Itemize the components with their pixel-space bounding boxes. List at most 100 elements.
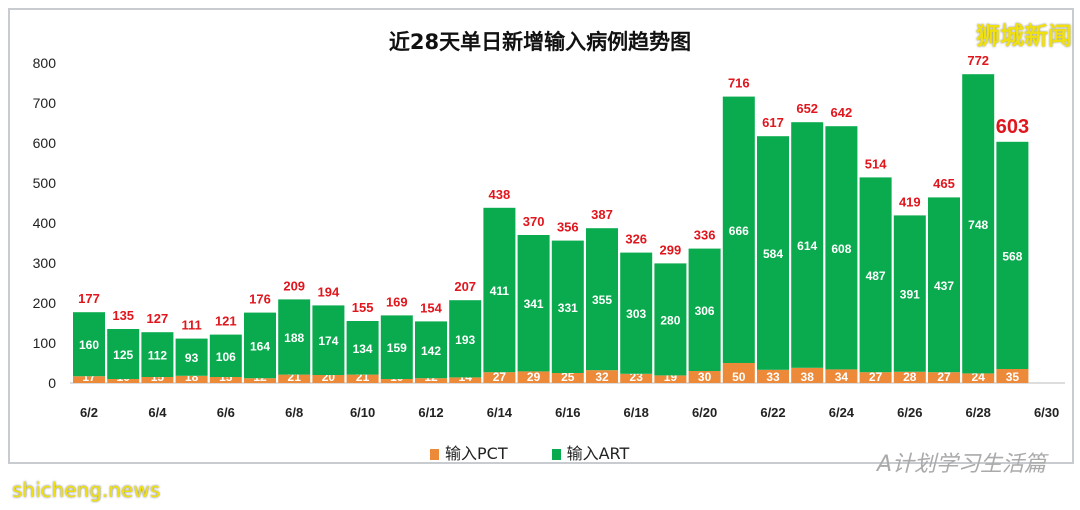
data-label-pct: 33 (766, 370, 780, 384)
data-label-art: 142 (421, 344, 441, 358)
x-tick-label: 6/8 (285, 405, 303, 420)
data-label-pct: 24 (972, 370, 986, 384)
data-label-pct: 27 (493, 370, 507, 384)
legend-swatch-pct (430, 449, 439, 460)
bar-pct (654, 375, 687, 383)
x-tick-label: 6/28 (966, 405, 991, 420)
legend-pct: 输入PCT (430, 440, 508, 464)
bar-art (962, 74, 995, 374)
data-label-pct: 38 (801, 370, 815, 384)
bar-pct (996, 369, 1029, 383)
total-label: 194 (318, 284, 340, 299)
data-label-pct: 32 (595, 370, 609, 384)
data-label-pct: 30 (698, 370, 712, 384)
x-tick-label: 6/10 (350, 405, 375, 420)
bar-art (312, 305, 345, 375)
y-tick-label: 500 (33, 175, 57, 191)
bar-pct (791, 367, 824, 383)
y-tick-label: 400 (33, 215, 57, 231)
total-label: 169 (386, 294, 408, 309)
x-tick-label: 6/18 (624, 405, 649, 420)
x-tick-label: 6/22 (760, 405, 785, 420)
total-label: 135 (112, 308, 134, 323)
bar-pct (380, 379, 413, 383)
total-label: 154 (420, 300, 442, 315)
data-label-art: 164 (250, 339, 270, 353)
legend-label-pct: 输入PCT (445, 444, 508, 463)
total-label: 299 (660, 242, 682, 257)
y-tick-label: 600 (33, 135, 57, 151)
total-label: 603 (996, 116, 1029, 138)
total-label: 176 (249, 292, 271, 307)
watermark-site: shicheng.news (12, 478, 161, 502)
bar-pct (551, 373, 584, 383)
bar-pct (449, 377, 482, 383)
total-label: 419 (899, 194, 921, 209)
x-tick-label: 6/6 (217, 405, 235, 420)
data-label-art: 159 (387, 341, 407, 355)
bar-art (346, 321, 379, 375)
data-label-art: 193 (455, 333, 475, 347)
data-label-art: 280 (660, 313, 680, 327)
total-label: 652 (796, 101, 818, 116)
x-tick-label: 6/20 (692, 405, 717, 420)
total-label: 209 (283, 278, 305, 293)
chart-plot: 0100200300400500600700800171601776/21012… (33, 53, 1065, 420)
bar-art (757, 136, 789, 370)
total-label: 326 (625, 232, 647, 247)
total-label: 772 (967, 53, 989, 68)
total-label: 617 (762, 115, 784, 130)
bar-art (791, 122, 824, 368)
total-label: 370 (523, 214, 545, 229)
x-tick-label: 6/30 (1034, 405, 1059, 420)
x-tick-label: 6/24 (829, 405, 855, 420)
bar-pct (962, 373, 995, 383)
data-label-art: 341 (524, 297, 544, 311)
bar-art (859, 177, 892, 373)
bar-art (449, 300, 482, 378)
bar-pct (859, 372, 892, 383)
bar-art (825, 126, 858, 370)
bar-pct (73, 376, 105, 383)
y-tick-label: 200 (33, 295, 57, 311)
data-label-pct: 25 (561, 370, 575, 384)
bar-art (175, 338, 208, 376)
bar-pct (483, 372, 516, 383)
watermark-logo: 狮城新闻 (976, 22, 1072, 50)
bar-art (893, 215, 926, 372)
data-label-art: 188 (284, 331, 304, 345)
x-tick-label: 6/16 (555, 405, 580, 420)
legend-label-art: 输入ART (566, 444, 630, 463)
data-label-art: 748 (968, 218, 988, 232)
bar-art (688, 248, 721, 371)
data-label-art: 303 (626, 307, 646, 321)
total-label: 514 (865, 156, 887, 171)
legend-swatch-art (551, 449, 561, 460)
bar-pct (278, 374, 311, 383)
y-tick-label: 800 (33, 55, 57, 71)
data-label-art: 391 (900, 288, 920, 302)
watermark-account: A计划学习生活篇 (876, 452, 1046, 477)
bar-art (517, 235, 550, 372)
bar-pct (346, 374, 379, 383)
bar-art (141, 332, 174, 377)
data-label-art: 584 (763, 247, 783, 261)
bar-pct (209, 377, 242, 383)
data-label-art: 112 (148, 349, 168, 363)
data-label-pct: 27 (937, 370, 951, 384)
bar-art (722, 96, 755, 363)
bar-pct (928, 372, 960, 383)
bar-art (415, 321, 447, 379)
total-label: 207 (454, 279, 476, 294)
data-label-art: 134 (353, 342, 373, 356)
data-label-art: 411 (490, 284, 510, 298)
bar-art (586, 228, 618, 371)
data-label-pct: 50 (732, 370, 746, 384)
data-label-art: 614 (797, 239, 817, 253)
bar-art (928, 197, 960, 373)
y-tick-label: 700 (33, 95, 57, 111)
y-tick-label: 100 (33, 335, 57, 351)
bar-art (380, 315, 413, 379)
legend: 输入PCT 输入ART (430, 440, 629, 464)
y-tick-label: 300 (33, 255, 57, 271)
